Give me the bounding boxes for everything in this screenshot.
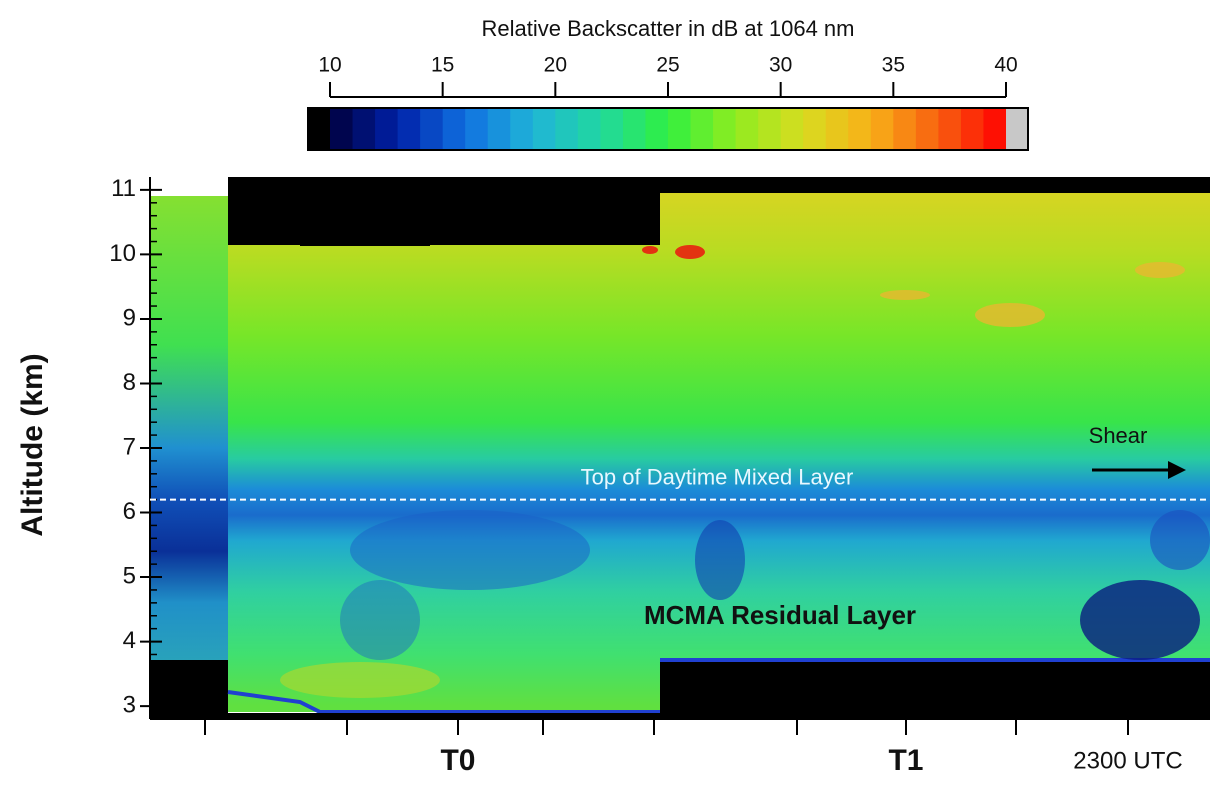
colorbar-cell — [420, 108, 444, 150]
aerosol-feature — [350, 510, 590, 590]
colorbar-under — [308, 108, 330, 150]
y-tick-label: 10 — [109, 240, 136, 267]
curtain-region — [150, 196, 228, 719]
no-data — [660, 660, 1210, 719]
colorbar-frame — [307, 107, 1029, 151]
colorbar-tick-label: 15 — [431, 54, 454, 77]
colorbar-cell — [397, 108, 421, 150]
annotation: MCMA Residual Layer — [644, 600, 916, 630]
colorbar-cell — [352, 108, 376, 150]
aerosol-feature — [340, 580, 420, 660]
y-tick-label: 6 — [123, 498, 136, 525]
aerosol-feature — [675, 245, 705, 259]
no-data — [228, 228, 313, 236]
colorbar-tick-label: 25 — [656, 54, 679, 77]
colorbar-cell — [645, 108, 669, 150]
colorbar-cell — [330, 108, 354, 150]
surface-line — [227, 690, 660, 714]
colorbar-cell — [487, 108, 511, 150]
colorbar-tick-label: 30 — [769, 54, 792, 77]
aerosol-feature — [1150, 510, 1210, 570]
y-tick-label: 8 — [123, 369, 136, 396]
aerosol-feature — [975, 303, 1045, 327]
colorbar-cell — [690, 108, 714, 150]
colorbar-cell — [893, 108, 917, 150]
aerosol-feature — [1080, 580, 1200, 660]
y-tick-label: 9 — [123, 304, 136, 331]
colorbar-cell — [555, 108, 579, 150]
shear-arrowhead — [1168, 461, 1186, 479]
y-tick-label: 5 — [123, 562, 136, 589]
y-tick-label: 3 — [123, 691, 136, 718]
colorbar-cell — [735, 108, 759, 150]
no-data — [150, 660, 228, 719]
colorbar-cell — [848, 108, 872, 150]
x-tick-label: 2300 UTC — [1073, 747, 1182, 774]
plot-area — [149, 177, 1210, 720]
y-tick-label: 7 — [123, 433, 136, 460]
colorbar-cell — [758, 108, 782, 150]
aerosol-feature — [1135, 262, 1185, 278]
colorbar-tick-label: 10 — [318, 54, 341, 77]
x-tick-label: T1 — [888, 744, 923, 777]
colorbar-cell — [825, 108, 849, 150]
colorbar-over — [1006, 108, 1028, 150]
colorbar-cell — [600, 108, 624, 150]
curtain-region — [228, 226, 660, 712]
colorbar-cell — [577, 108, 601, 150]
colorbar-title: Relative Backscatter in dB at 1064 nm — [482, 16, 855, 41]
annotation: Top of Daytime Mixed Layer — [581, 464, 854, 489]
colorbar-cell — [983, 108, 1007, 150]
colorbar-cell — [870, 108, 894, 150]
annotation: Shear — [1089, 423, 1148, 448]
curtain-region — [660, 190, 1210, 660]
aerosol-feature — [642, 246, 658, 254]
no-data — [300, 236, 430, 246]
aerosol-feature — [880, 290, 930, 300]
colorbar-cell — [960, 108, 984, 150]
y-tick-label: 11 — [111, 175, 136, 202]
colorbar-cell — [465, 108, 489, 150]
colorbar-cell — [442, 108, 466, 150]
aerosol-feature — [280, 662, 440, 698]
colorbar-cell — [510, 108, 534, 150]
colorbar-cell — [915, 108, 939, 150]
colorbar-cell — [938, 108, 962, 150]
colorbar-tick-label: 35 — [882, 54, 905, 77]
x-tick-label: T0 — [440, 744, 475, 777]
colorbar-cell — [668, 108, 692, 150]
y-axis-label: Altitude (km) — [16, 353, 49, 536]
colorbar-cell — [375, 108, 399, 150]
no-data — [660, 177, 1210, 193]
colorbar-tick-label: 20 — [544, 54, 567, 77]
colorbar-cell — [780, 108, 804, 150]
y-tick-label: 4 — [123, 627, 136, 654]
colorbar-cell — [622, 108, 646, 150]
colorbar-cell — [532, 108, 556, 150]
colorbar-cell — [803, 108, 827, 150]
colorbar-cell — [713, 108, 737, 150]
no-data — [228, 713, 660, 719]
aerosol-feature — [695, 520, 745, 600]
colorbar-tick-label: 40 — [994, 54, 1017, 77]
